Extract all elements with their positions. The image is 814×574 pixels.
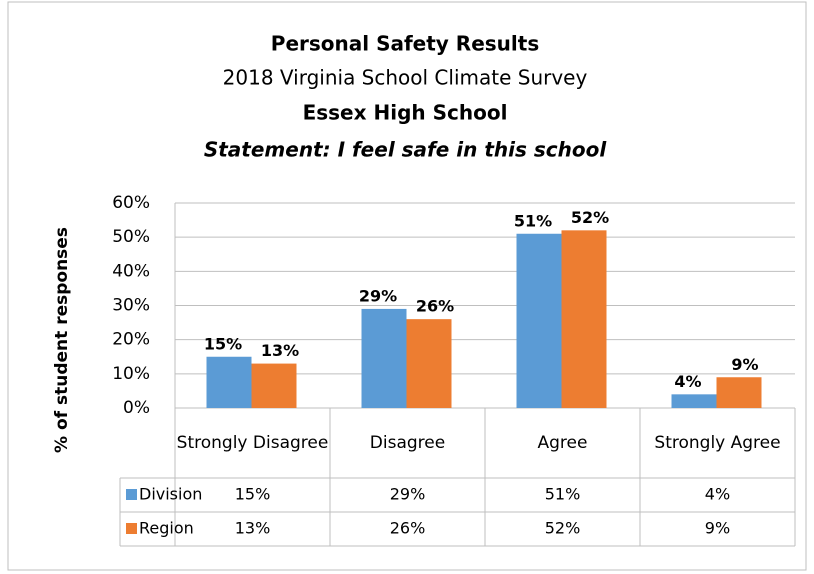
data-label: 29% bbox=[359, 286, 397, 305]
legend-label: Division bbox=[139, 485, 202, 504]
x-tick-cell: Agree bbox=[537, 432, 588, 453]
y-tick-label: 10% bbox=[112, 364, 150, 384]
x-tick-cell: Strongly Agree bbox=[654, 432, 781, 453]
statement: Statement: I feel safe in this school bbox=[204, 138, 607, 162]
bar bbox=[516, 233, 562, 408]
x-tick-cell: Disagree bbox=[369, 432, 446, 453]
table-value: 29% bbox=[390, 485, 426, 504]
y-tick-label: 20% bbox=[112, 330, 150, 350]
data-label: 13% bbox=[261, 341, 299, 360]
table-value: 52% bbox=[545, 519, 581, 538]
data-label: 52% bbox=[571, 208, 609, 227]
legend-swatch bbox=[126, 523, 137, 534]
y-axis-title: % of student responses bbox=[52, 227, 72, 453]
legend-swatch bbox=[126, 489, 137, 500]
chart-subtitle: 2018 Virginia School Climate Survey bbox=[223, 66, 588, 90]
legend-label: Region bbox=[139, 519, 194, 538]
bar bbox=[716, 377, 762, 408]
bar bbox=[206, 356, 252, 408]
y-tick-label: 0% bbox=[123, 398, 150, 418]
data-label: 9% bbox=[731, 355, 758, 374]
y-tick-label: 40% bbox=[112, 261, 150, 281]
x-tick-label: Disagree bbox=[369, 432, 446, 453]
y-tick-label: 30% bbox=[112, 296, 150, 316]
table-value: 15% bbox=[235, 485, 271, 504]
bar bbox=[671, 394, 717, 408]
table-value: 13% bbox=[235, 519, 271, 538]
data-label: 51% bbox=[514, 211, 552, 230]
bar bbox=[361, 308, 407, 408]
bar bbox=[561, 230, 607, 408]
data-label: 15% bbox=[204, 334, 242, 353]
chart-frame bbox=[7, 1, 807, 571]
x-tick-label: Agree bbox=[537, 432, 588, 453]
bar bbox=[406, 319, 452, 408]
table-value: 4% bbox=[705, 485, 730, 504]
table-value: 9% bbox=[705, 519, 730, 538]
school-name: Essex High School bbox=[303, 101, 508, 125]
data-label: 4% bbox=[674, 372, 701, 391]
data-label: 26% bbox=[416, 297, 454, 316]
x-tick-label: Strongly Disagree bbox=[176, 432, 329, 453]
table-value: 26% bbox=[390, 519, 426, 538]
bar bbox=[251, 363, 297, 408]
y-tick-label: 60% bbox=[112, 193, 150, 213]
y-tick-label: 50% bbox=[112, 227, 150, 247]
x-tick-label: Strongly Agree bbox=[654, 432, 781, 453]
x-tick-cell: Strongly Disagree bbox=[176, 432, 329, 453]
chart-title: Personal Safety Results bbox=[271, 32, 539, 56]
table-value: 51% bbox=[545, 485, 581, 504]
